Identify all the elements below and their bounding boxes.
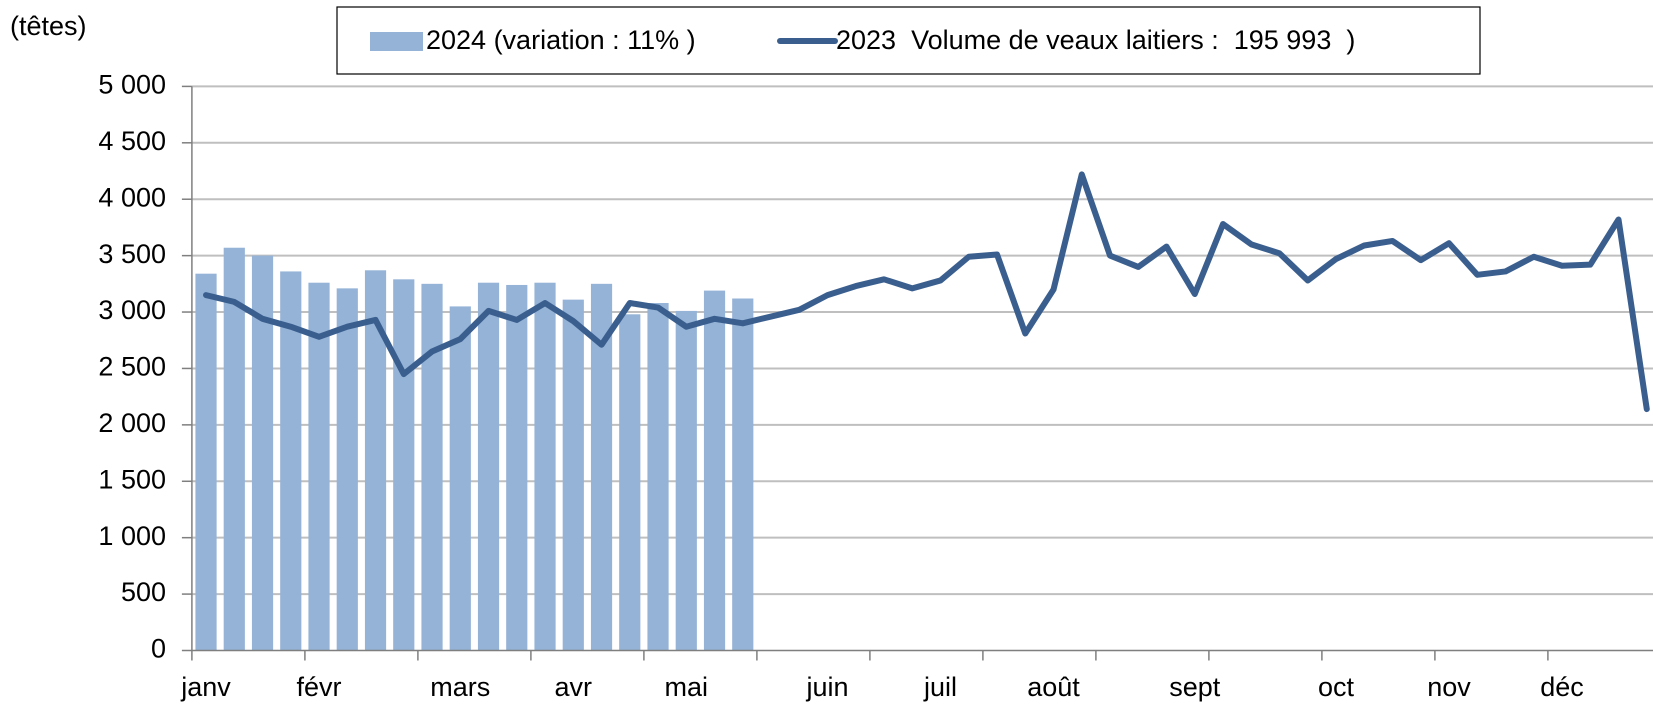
bar (336, 288, 358, 651)
x-tick-label: janv (180, 672, 231, 702)
bar (619, 314, 641, 651)
y-tick-label: 5 000 (98, 70, 166, 100)
bar (223, 247, 245, 651)
x-tick-label: avr (555, 672, 593, 702)
bar (421, 283, 443, 651)
bar (647, 303, 669, 651)
bar (393, 279, 415, 651)
bar (675, 310, 697, 651)
legend-label: 2023 Volume de veaux laitiers : 195 993 … (836, 25, 1355, 55)
bar (280, 271, 302, 651)
bar (732, 298, 754, 651)
x-tick-label: mars (430, 672, 490, 702)
bar (703, 290, 726, 651)
bar (590, 283, 613, 651)
bar (506, 284, 528, 651)
x-tick-label: déc (1540, 672, 1584, 702)
y-tick-label: 3 500 (98, 239, 166, 269)
legend-label: 2024 (variation : 11% ) (426, 25, 696, 55)
bar (562, 299, 584, 651)
bar (195, 273, 217, 651)
bar (477, 282, 500, 651)
y-tick-label: 4 500 (98, 126, 166, 156)
x-tick-label: févr (297, 672, 342, 702)
legend-box (336, 6, 1481, 75)
x-tick-label: juil (923, 672, 957, 702)
bar (308, 282, 330, 651)
x-tick-label: sept (1169, 672, 1221, 702)
y-tick-label: 2 500 (98, 352, 166, 382)
y-tick-label: 3 000 (98, 295, 166, 325)
x-tick-label: nov (1427, 672, 1471, 702)
y-tick-label: 1 500 (98, 464, 166, 494)
y-tick-label: 0 (151, 634, 166, 664)
y-axis-label: (têtes) (10, 11, 87, 41)
x-tick-label: oct (1318, 672, 1355, 702)
x-tick-label: mai (665, 672, 709, 702)
bar (534, 282, 556, 651)
bar (449, 306, 471, 651)
bar (364, 270, 387, 651)
y-tick-label: 4 000 (98, 182, 166, 212)
legend-swatch (370, 32, 423, 51)
y-tick-label: 1 000 (98, 521, 166, 551)
bar (251, 255, 274, 651)
y-tick-label: 500 (121, 577, 166, 607)
line-series (203, 171, 1650, 413)
x-tick-label: juin (806, 672, 849, 702)
x-tick-label: août (1027, 672, 1080, 702)
y-tick-label: 2 000 (98, 408, 166, 438)
